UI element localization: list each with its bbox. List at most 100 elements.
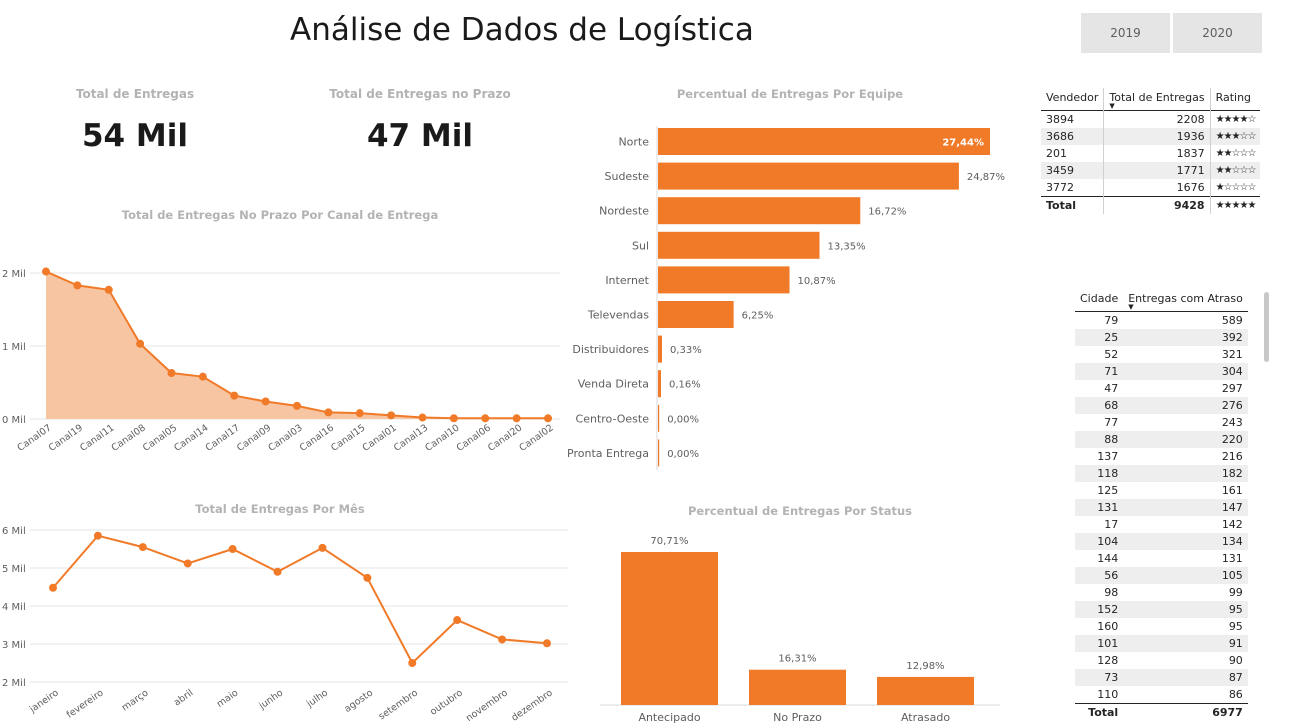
y-tick-label: 0 Mil bbox=[2, 415, 26, 426]
bar bbox=[621, 552, 718, 705]
category-label: Sul bbox=[632, 239, 649, 252]
x-tick-label: Canal14 bbox=[172, 422, 210, 453]
city_table-cell: 86 bbox=[1228, 688, 1243, 701]
x-tick-label: Canal07 bbox=[15, 422, 53, 453]
x-tick-label: Canal15 bbox=[329, 422, 367, 453]
y-tick-label: 2 Mil bbox=[2, 678, 26, 689]
x-tick-label: abril bbox=[172, 687, 196, 708]
kpi-entregas-prazo-title: Total de Entregas no Prazo bbox=[329, 87, 511, 101]
bar bbox=[658, 231, 820, 259]
city_table-cell: 216 bbox=[1221, 450, 1243, 463]
x-tick-label: outubro bbox=[428, 687, 465, 717]
data-point bbox=[449, 414, 458, 423]
category-label: Centro-Oeste bbox=[576, 412, 650, 425]
total-entregas-col-header[interactable]: Total de Entregas ▼ bbox=[1103, 88, 1211, 111]
data-point bbox=[183, 559, 192, 568]
y-tick-label: 2 Mil bbox=[2, 269, 26, 280]
data-label: 16,31% bbox=[778, 654, 816, 665]
city_table-cell: 71 bbox=[1075, 363, 1124, 380]
category-label: Venda Direta bbox=[578, 378, 649, 391]
data-point bbox=[453, 616, 462, 625]
city_table-cell: 134 bbox=[1123, 533, 1248, 550]
x-tick-label: Canal09 bbox=[235, 422, 273, 453]
x-tick-label: maio bbox=[215, 687, 241, 710]
x-tick-label: Antecipado bbox=[638, 711, 700, 724]
city_table-cell: 304 bbox=[1123, 363, 1248, 380]
total-entregas-col-label: Total de Entregas bbox=[1109, 91, 1205, 104]
area-fill bbox=[46, 271, 548, 419]
table-row: 160 95 bbox=[1075, 618, 1248, 635]
year-2020-button[interactable]: 2020 bbox=[1173, 13, 1262, 53]
city_table-cell: 79 bbox=[1104, 314, 1119, 327]
city_table-cell: 144 bbox=[1097, 552, 1119, 565]
x-tick-label: Canal17 bbox=[204, 422, 242, 453]
sort-desc-icon: ▼ bbox=[1128, 303, 1134, 311]
data-label: 0,00% bbox=[667, 449, 699, 460]
bar bbox=[749, 669, 846, 705]
city-table-header: Cidade Entregas com Atraso ▼ bbox=[1075, 289, 1248, 312]
status-chart-title: Percentual de Entregas Por Status bbox=[687, 504, 913, 518]
category-label: Nordeste bbox=[599, 205, 649, 218]
canal-chart-title: Total de Entregas No Prazo Por Canal de … bbox=[121, 208, 439, 222]
table-row: 98 99 bbox=[1075, 584, 1248, 601]
table-row: 3686 1936 ★★★☆☆ bbox=[1041, 128, 1261, 145]
x-tick-label: Canal01 bbox=[361, 422, 399, 453]
atraso-col-header[interactable]: Entregas com Atraso ▼ bbox=[1123, 289, 1248, 312]
vendor-table: Vendedor Total de Entregas ▼ Rating 3894 2… bbox=[1041, 88, 1261, 214]
data-point bbox=[293, 401, 301, 410]
vendor_table-cell: 9428 bbox=[1103, 196, 1211, 214]
bar bbox=[658, 162, 959, 190]
page-scrollbar[interactable] bbox=[1264, 292, 1269, 362]
x-tick-label: julho bbox=[304, 687, 330, 710]
rating-col-header[interactable]: Rating bbox=[1215, 91, 1252, 104]
cidade-col-header[interactable]: Cidade bbox=[1080, 292, 1119, 305]
table-row: 3772 1676 ★☆☆☆☆ bbox=[1041, 179, 1260, 197]
city_table-cell: Total bbox=[1075, 703, 1124, 721]
data-point bbox=[230, 391, 239, 400]
city_table-cell: 137 bbox=[1097, 450, 1119, 463]
city_table-cell: 220 bbox=[1123, 431, 1248, 448]
category-label: Sudeste bbox=[604, 170, 649, 183]
bar bbox=[658, 197, 861, 225]
vendor_table-cell: 1936 bbox=[1103, 128, 1211, 145]
x-tick-label: Canal03 bbox=[266, 422, 304, 453]
data-point bbox=[73, 281, 82, 290]
vendor-col-header[interactable]: Vendedor bbox=[1041, 88, 1105, 111]
table-row: 25 392 bbox=[1075, 329, 1248, 346]
y-tick-label: 5 Mil bbox=[2, 564, 26, 575]
city_table-cell: 297 bbox=[1221, 382, 1243, 395]
x-tick-label: Canal16 bbox=[298, 422, 336, 453]
y-tick-label: 6 Mil bbox=[2, 526, 26, 537]
vendor_table-cell: Total bbox=[1041, 196, 1105, 214]
city_table-cell: 131 bbox=[1075, 499, 1124, 516]
city_table-cell: 160 bbox=[1097, 620, 1119, 633]
city_table-cell: 95 bbox=[1123, 601, 1248, 618]
bar bbox=[658, 128, 990, 155]
vendor_table-cell: 2208 bbox=[1103, 110, 1211, 128]
table-row: 77 243 bbox=[1075, 414, 1248, 431]
table-row: 71 304 bbox=[1075, 363, 1248, 380]
city_table-cell: 101 bbox=[1075, 635, 1124, 652]
year-2019-button[interactable]: 2019 bbox=[1081, 13, 1170, 53]
data-point bbox=[544, 414, 552, 423]
x-tick-label: Canal08 bbox=[110, 422, 148, 453]
x-tick-label: Atrasado bbox=[901, 711, 950, 724]
city_table-cell: 131 bbox=[1221, 552, 1243, 565]
bar bbox=[658, 335, 662, 363]
table-row: 144 131 bbox=[1075, 550, 1248, 567]
data-label: 16,72% bbox=[868, 207, 906, 218]
city_table-cell: 77 bbox=[1104, 416, 1119, 429]
x-tick-label: setembro bbox=[377, 687, 420, 722]
data-point bbox=[104, 285, 113, 294]
city_table-cell: 161 bbox=[1221, 484, 1243, 497]
city_table-cell: 68 bbox=[1075, 397, 1124, 414]
x-tick-label: Canal13 bbox=[392, 422, 430, 453]
city_table-cell: 6977 bbox=[1123, 703, 1248, 721]
mes-chart-title: Total de Entregas Por Mês bbox=[195, 502, 365, 516]
y-tick-label: 4 Mil bbox=[2, 602, 26, 613]
data-point bbox=[273, 567, 282, 576]
equipe-chart-title: Percentual de Entregas Por Equipe bbox=[676, 87, 904, 101]
data-label: 24,87% bbox=[967, 172, 1005, 183]
vendor_table-cell: 1676 bbox=[1103, 179, 1211, 197]
city_table-cell: 142 bbox=[1221, 518, 1243, 531]
